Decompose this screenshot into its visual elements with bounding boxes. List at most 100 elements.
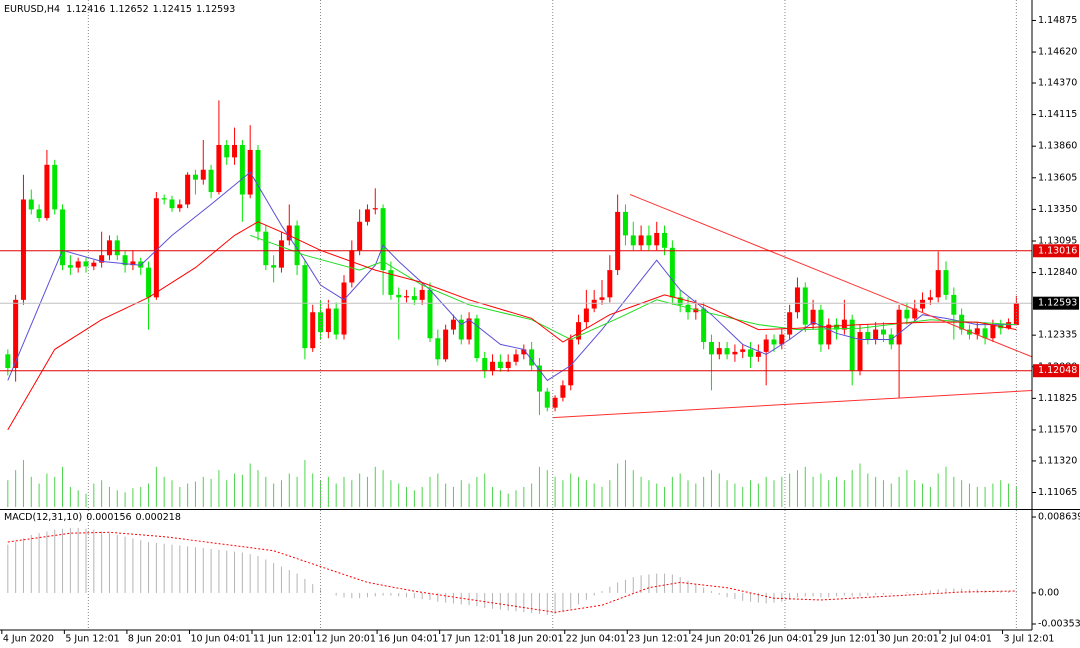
candle-body — [333, 308, 339, 335]
candle-body — [99, 255, 105, 263]
candle-body — [497, 361, 503, 368]
candle-body — [740, 349, 746, 352]
y-tick-label: 1.14370 — [1038, 78, 1077, 89]
candle-body — [114, 240, 120, 256]
candle-body — [529, 349, 535, 366]
candle-body — [513, 354, 519, 362]
candle-body — [802, 287, 808, 325]
macd-label: MACD(12,31,10) — [4, 512, 82, 523]
chart-title: EURUSD,H4 1.12416 1.12652 1.12415 1.12593 — [4, 4, 235, 15]
candle-body — [544, 391, 550, 408]
candle-body — [83, 261, 89, 267]
x-tick-label: 26 Jun 04:01 — [753, 634, 813, 645]
x-tick-label: 16 Jun 04:01 — [378, 634, 438, 645]
macd-area — [7, 527, 1017, 615]
x-tick-label: 5 Jun 12:01 — [65, 634, 119, 645]
x-tick-label: 24 Jun 20:01 — [691, 634, 751, 645]
high-value: 1.12652 — [109, 4, 148, 15]
candle-body — [685, 304, 691, 313]
y-tick-label: 1.13860 — [1038, 141, 1077, 152]
candle-body — [435, 338, 441, 360]
macd-title: MACD(12,31,10) 0.000156 0.000218 — [4, 512, 181, 523]
candle-body — [810, 309, 816, 325]
candle-body — [75, 261, 81, 268]
candle-body — [536, 365, 542, 392]
candle-body — [318, 312, 324, 333]
macd-tick-label: -0.003536 — [1038, 619, 1080, 630]
candle-body — [177, 204, 183, 209]
candle-body — [763, 339, 769, 352]
candle-body — [591, 299, 597, 309]
moving-average — [7, 171, 1017, 382]
x-tick-label: 18 Jun 20:01 — [503, 634, 563, 645]
bid-label-bg — [1033, 296, 1079, 310]
candle-body — [630, 235, 636, 246]
candle-body — [271, 265, 277, 268]
candle-body — [294, 225, 300, 266]
candle-body — [357, 221, 363, 251]
candle-body — [638, 235, 644, 246]
candle-body — [349, 250, 355, 283]
candle-body — [607, 270, 613, 298]
candle-body — [732, 351, 738, 355]
candle-body — [896, 309, 902, 345]
candle-body — [904, 309, 910, 319]
y-tick-label: 1.11320 — [1038, 455, 1077, 466]
candle-body — [912, 308, 918, 319]
candle-body — [646, 235, 652, 246]
macd-signal — [7, 531, 1017, 613]
candle-body — [474, 318, 480, 359]
y-tick-label: 1.14875 — [1038, 15, 1077, 26]
candle-body — [28, 199, 34, 210]
macd-tick-label: 0.008639 — [1038, 512, 1080, 523]
candle-body — [920, 299, 926, 309]
candle-body — [278, 240, 284, 268]
candle-body — [419, 289, 425, 300]
x-tick-label: 10 Jun 04:01 — [190, 634, 250, 645]
candle-body — [239, 144, 245, 195]
candle-body — [1006, 322, 1012, 329]
hline-label-bg — [1033, 244, 1079, 258]
candle-body — [834, 324, 840, 330]
moving-average — [250, 234, 1017, 341]
x-tick-label: 12 Jun 20:01 — [316, 634, 376, 645]
candle-body — [286, 225, 292, 241]
candle-body — [364, 209, 370, 222]
candle-body — [724, 348, 730, 355]
candle-body — [771, 339, 777, 345]
candle-body — [951, 294, 957, 315]
candle-body — [216, 144, 222, 193]
candle-body — [372, 208, 378, 210]
candle-body — [153, 198, 159, 298]
candle-body — [583, 308, 589, 323]
candle-body — [52, 164, 58, 210]
candle-body — [873, 329, 879, 340]
candle-body — [748, 349, 754, 357]
candle-body — [396, 294, 402, 298]
low-value: 1.12415 — [153, 4, 192, 15]
y-tick-label: 1.14620 — [1038, 47, 1077, 58]
x-tick-label: 11 Jun 12:01 — [253, 634, 313, 645]
candle-body — [130, 261, 136, 266]
candle-body — [521, 349, 527, 355]
hline-label-bg — [1033, 364, 1079, 378]
candle-body — [224, 144, 230, 158]
candle-body — [552, 397, 558, 408]
y-tick-label: 1.13095 — [1038, 235, 1077, 246]
candle-body — [880, 329, 886, 335]
y-tick-label: 1.11065 — [1038, 487, 1077, 498]
candle-body — [857, 332, 863, 371]
candle-body — [325, 308, 331, 333]
candle-body — [990, 324, 996, 339]
candle-body — [865, 332, 871, 340]
candle-body — [232, 144, 238, 158]
candle-body — [466, 318, 472, 340]
candle-body — [708, 341, 714, 355]
candle-body — [169, 199, 175, 209]
x-tick-label: 2 Jul 04:01 — [941, 634, 992, 645]
candle-body — [599, 297, 605, 300]
moving-average — [7, 221, 1017, 431]
candle-body — [794, 287, 800, 313]
trendline — [552, 389, 1032, 419]
hline-label: 1.13016 — [1038, 245, 1077, 256]
